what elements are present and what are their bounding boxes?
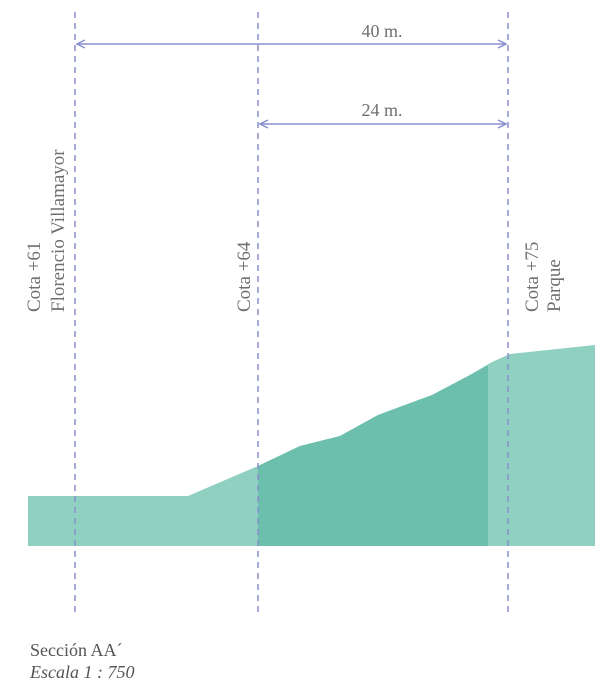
dimension-label-short: 24 m. [361, 100, 402, 120]
guide-label-left-line2: Florencio Villamayor [48, 149, 69, 312]
guide-label-middle-line1: Cota +64 [234, 241, 255, 312]
guide-label-right-line2: Parque [544, 259, 565, 312]
section-title: Sección AA´ [30, 640, 123, 660]
dimension-label-long: 40 m. [361, 21, 402, 41]
guide-label-right-line1: Cota +75 [522, 242, 543, 312]
guide-label-left-line1: Cota +61 [24, 242, 45, 312]
scale-label: Escala 1 : 750 [30, 662, 135, 682]
terrain-band [258, 365, 488, 546]
